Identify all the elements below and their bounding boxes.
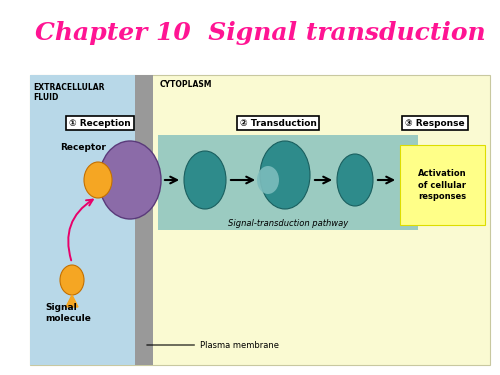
Text: Plasma membrane: Plasma membrane <box>147 340 279 350</box>
Bar <box>158 135 418 230</box>
Text: ① Reception: ① Reception <box>69 118 131 128</box>
Ellipse shape <box>184 151 226 209</box>
Text: Signal
molecule: Signal molecule <box>45 303 91 323</box>
Bar <box>400 145 485 225</box>
Bar <box>135 75 153 365</box>
Text: EXTRACELLULAR
FLUID: EXTRACELLULAR FLUID <box>33 83 104 102</box>
Text: Activation
of cellular
responses: Activation of cellular responses <box>418 169 467 201</box>
Text: ③ Response: ③ Response <box>405 118 465 128</box>
Text: CYTOPLASM: CYTOPLASM <box>160 80 212 89</box>
Ellipse shape <box>60 265 84 295</box>
Polygon shape <box>66 295 78 307</box>
Text: Signal-transduction pathway: Signal-transduction pathway <box>228 219 348 228</box>
Text: ② Transduction: ② Transduction <box>240 118 316 128</box>
Ellipse shape <box>99 141 161 219</box>
Bar <box>30 75 490 365</box>
Ellipse shape <box>337 154 373 206</box>
Ellipse shape <box>84 162 112 198</box>
Ellipse shape <box>260 141 310 209</box>
Ellipse shape <box>257 166 279 194</box>
Bar <box>30 75 145 365</box>
Text: Receptor: Receptor <box>60 142 106 152</box>
Text: Chapter 10  Signal transduction: Chapter 10 Signal transduction <box>34 21 485 45</box>
